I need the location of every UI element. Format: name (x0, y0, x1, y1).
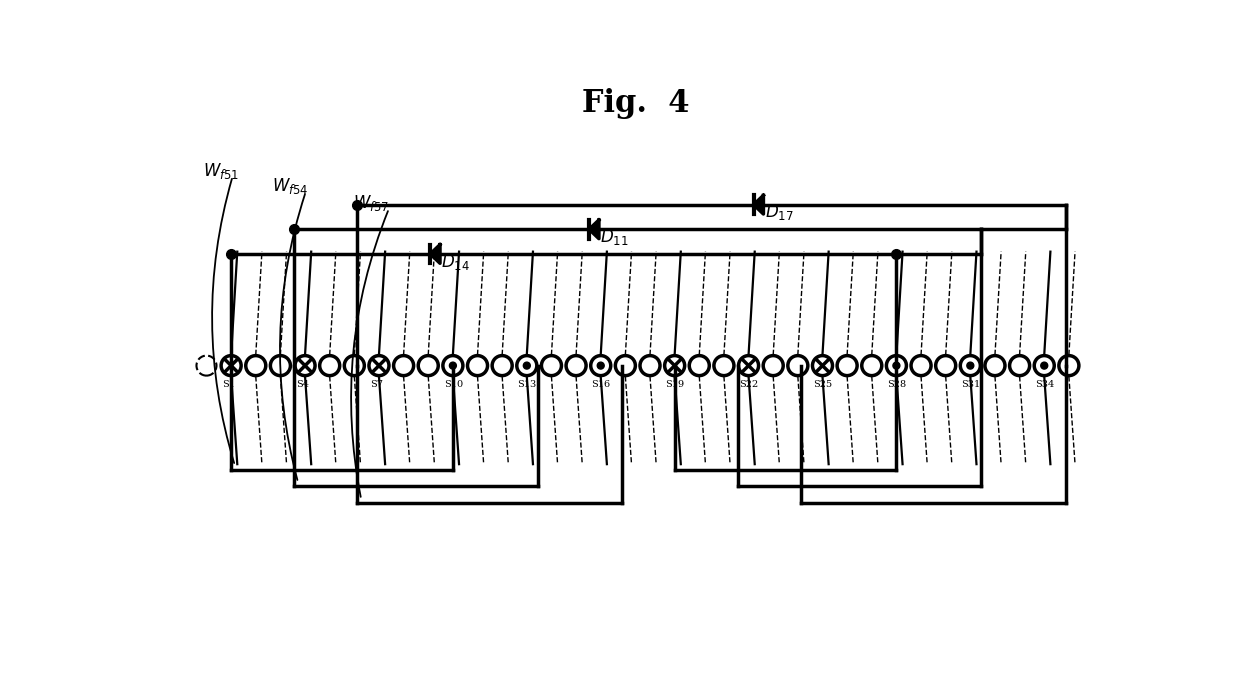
Polygon shape (753, 196, 763, 214)
Circle shape (1041, 362, 1048, 369)
Circle shape (966, 362, 974, 369)
Text: S7: S7 (369, 380, 383, 389)
Text: $D_{17}$: $D_{17}$ (764, 202, 794, 222)
Polygon shape (589, 220, 598, 238)
Text: S4: S4 (296, 380, 309, 389)
Text: S13: S13 (518, 380, 536, 389)
Polygon shape (430, 244, 440, 263)
Text: S19: S19 (665, 380, 684, 389)
Text: S34: S34 (1035, 380, 1054, 389)
Text: $W_{f57}$: $W_{f57}$ (353, 193, 388, 213)
Text: S28: S28 (887, 380, 906, 389)
Circle shape (450, 362, 456, 369)
Text: S25: S25 (813, 380, 833, 389)
Text: $D_{11}$: $D_{11}$ (601, 227, 629, 247)
Text: Fig.  4: Fig. 4 (581, 88, 689, 119)
Text: S16: S16 (591, 380, 611, 389)
Text: S1: S1 (222, 380, 235, 389)
Circle shape (597, 362, 605, 369)
Text: S31: S31 (961, 380, 980, 389)
Text: S22: S22 (740, 380, 758, 389)
Text: $W_{f51}$: $W_{f51}$ (203, 161, 239, 181)
Circle shape (893, 362, 900, 369)
Circle shape (523, 362, 530, 369)
Text: $D_{14}$: $D_{14}$ (441, 252, 471, 272)
Text: S10: S10 (444, 380, 463, 389)
Text: $W_{f54}$: $W_{f54}$ (271, 176, 309, 196)
